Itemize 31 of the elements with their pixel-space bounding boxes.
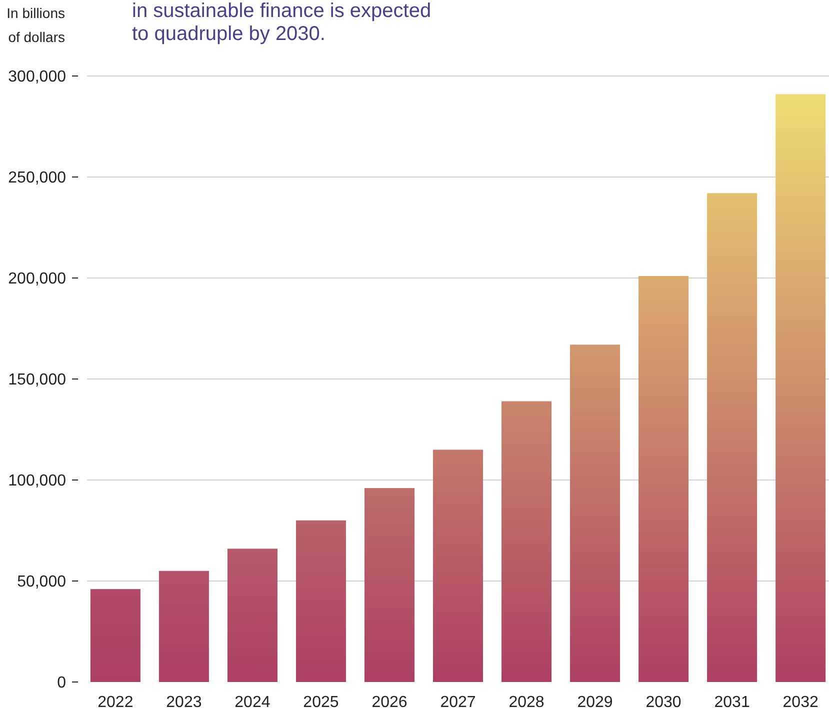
- bar: [432, 450, 484, 682]
- bar: [638, 276, 689, 682]
- bar: [158, 570, 209, 682]
- bar: [90, 589, 140, 682]
- x-tick-label: 2024: [234, 694, 270, 711]
- y-tick-label: 50,000: [17, 574, 66, 591]
- x-tick-label: 2030: [646, 694, 682, 711]
- y-tick-label: 100,000: [8, 472, 66, 490]
- x-tick-label: 2029: [577, 694, 613, 711]
- y-tick-label: 200,000: [8, 270, 66, 288]
- bar: [776, 94, 826, 682]
- bar: [364, 488, 414, 682]
- bar: [502, 401, 552, 682]
- x-tick-label: 2031: [714, 694, 750, 711]
- x-tick-label: 2028: [508, 694, 544, 711]
- y-tick-label: 0: [57, 674, 66, 692]
- y-tick-label: 250,000: [8, 170, 66, 187]
- y-tick-label: 150,000: [8, 372, 66, 389]
- x-tick-label: 2032: [782, 694, 818, 711]
- y-tick-label: 300,000: [8, 68, 66, 86]
- chart-title: in sustainable finance is expected to quadruple by 2030.: [132, 0, 432, 45]
- bar: [296, 520, 346, 682]
- bar: [570, 344, 620, 682]
- bar: [227, 548, 278, 682]
- x-tick-label: 2027: [440, 694, 476, 711]
- x-tick-label: 2023: [166, 694, 202, 711]
- y-axis-title: In billions of dollars: [6, 5, 65, 45]
- x-tick-label: 2025: [303, 694, 339, 711]
- bar: [707, 193, 758, 682]
- x-tick-label: 2026: [372, 694, 408, 711]
- x-tick-label: 2022: [98, 694, 134, 711]
